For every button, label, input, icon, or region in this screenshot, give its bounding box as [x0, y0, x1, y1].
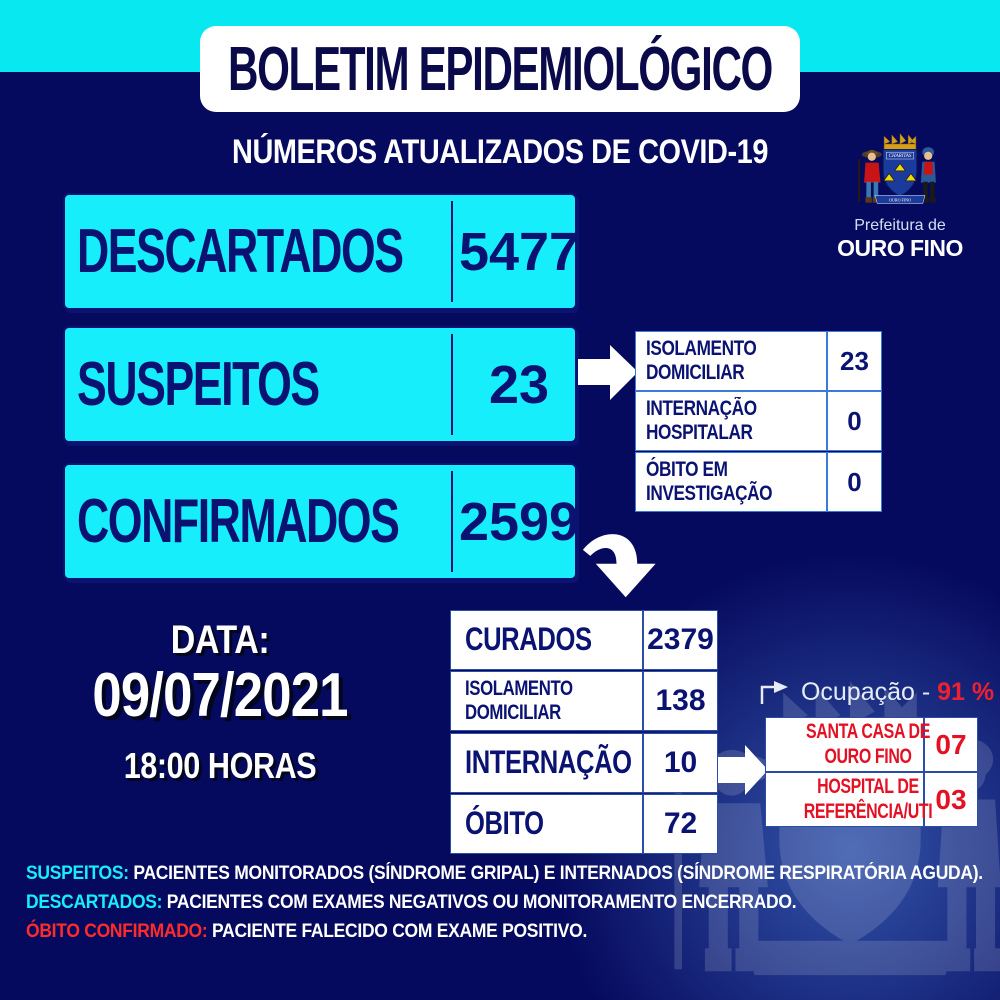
svg-text:CHARITAS: CHARITAS: [889, 154, 912, 159]
svg-text:OURO FINO: OURO FINO: [889, 197, 911, 202]
